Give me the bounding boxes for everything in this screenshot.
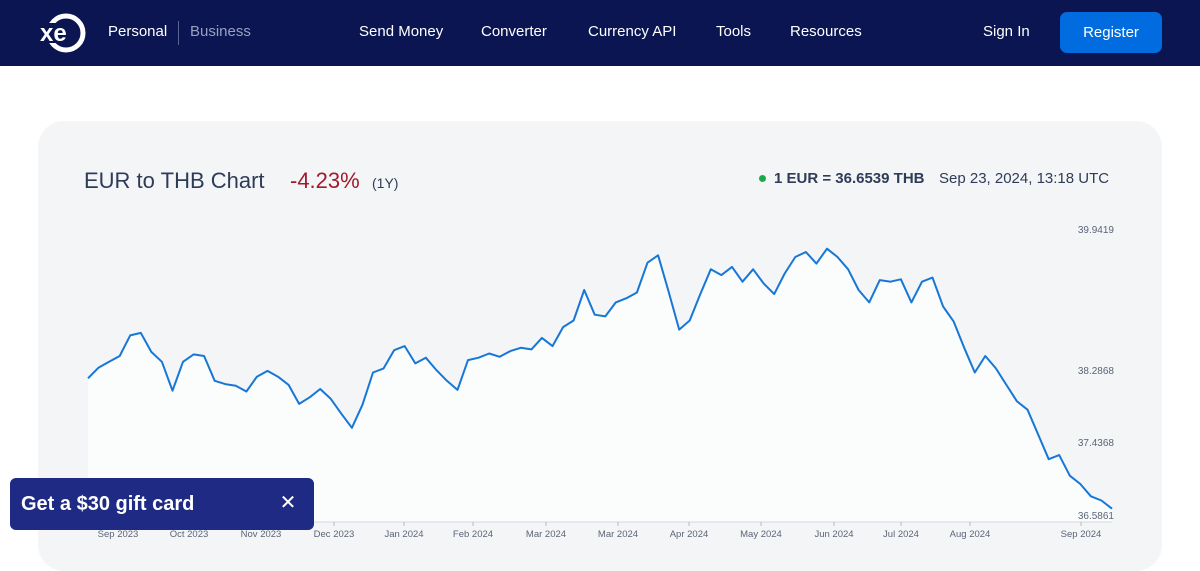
y-tick-label: 38.2868 (1078, 366, 1115, 377)
rate-line (87, 247, 1113, 510)
promo-text: Get a $30 gift card (21, 493, 195, 515)
menu-resources[interactable]: Resources (790, 23, 862, 40)
top-navigation: xe Personal Business Send Money Converte… (0, 0, 1200, 66)
x-tick-label: Oct 2023 (170, 529, 209, 539)
current-rate: 1 EUR = 36.6539 THB (774, 170, 925, 187)
segment-personal[interactable]: Personal (108, 23, 168, 40)
segment-business[interactable]: Business (190, 23, 251, 40)
logo-text: xe (40, 20, 67, 47)
chart-area-fill (88, 248, 1112, 522)
y-tick-label: 36.5861 (1078, 511, 1115, 522)
menu-send-money[interactable]: Send Money (359, 23, 444, 40)
close-icon[interactable]: ✕ (279, 492, 297, 514)
segment-divider (178, 21, 179, 45)
rate-chart[interactable]: 39.9419 38.2868 37.4368 36.5861 Sep 2023 Oct… (0, 0, 1200, 539)
register-button[interactable]: Register (1060, 12, 1162, 53)
live-status-dot (759, 175, 766, 182)
chart-title: EUR to THB Chart (84, 168, 265, 193)
promo-banner[interactable]: Get a $30 gift card ✕ (10, 478, 314, 530)
menu-tools[interactable]: Tools (716, 23, 752, 40)
menu-currency-api[interactable]: Currency API (588, 23, 677, 40)
x-tick-label: Feb 2024 (453, 529, 493, 539)
x-tick-label: Jun 2024 (814, 529, 853, 539)
y-tick-label: 37.4368 (1078, 438, 1115, 449)
change-period: (1Y) (372, 175, 399, 191)
sign-in-link[interactable]: Sign In (983, 23, 1030, 40)
x-tick-label: Dec 2023 (314, 529, 355, 539)
xe-logo[interactable]: xe (38, 13, 86, 53)
y-tick-label: 39.9419 (1078, 225, 1115, 236)
x-tick-label: Jan 2024 (384, 529, 423, 539)
x-tick-label: Mar 2024 (598, 529, 638, 539)
x-tick-label: Aug 2024 (950, 529, 991, 539)
menu-converter[interactable]: Converter (481, 23, 547, 40)
x-tick-label: Sep 2023 (98, 529, 139, 539)
rate-timestamp: Sep 23, 2024, 13:18 UTC (939, 170, 1110, 187)
x-tick-label: Nov 2023 (241, 529, 282, 539)
x-tick-label: Mar 2024 (526, 529, 566, 539)
x-tick-label: May 2024 (740, 529, 782, 539)
x-tick-label: Apr 2024 (670, 529, 709, 539)
x-tick-label: Jul 2024 (883, 529, 919, 539)
x-tick-label: Sep 2024 (1061, 529, 1102, 539)
change-percent: -4.23% (290, 168, 360, 193)
